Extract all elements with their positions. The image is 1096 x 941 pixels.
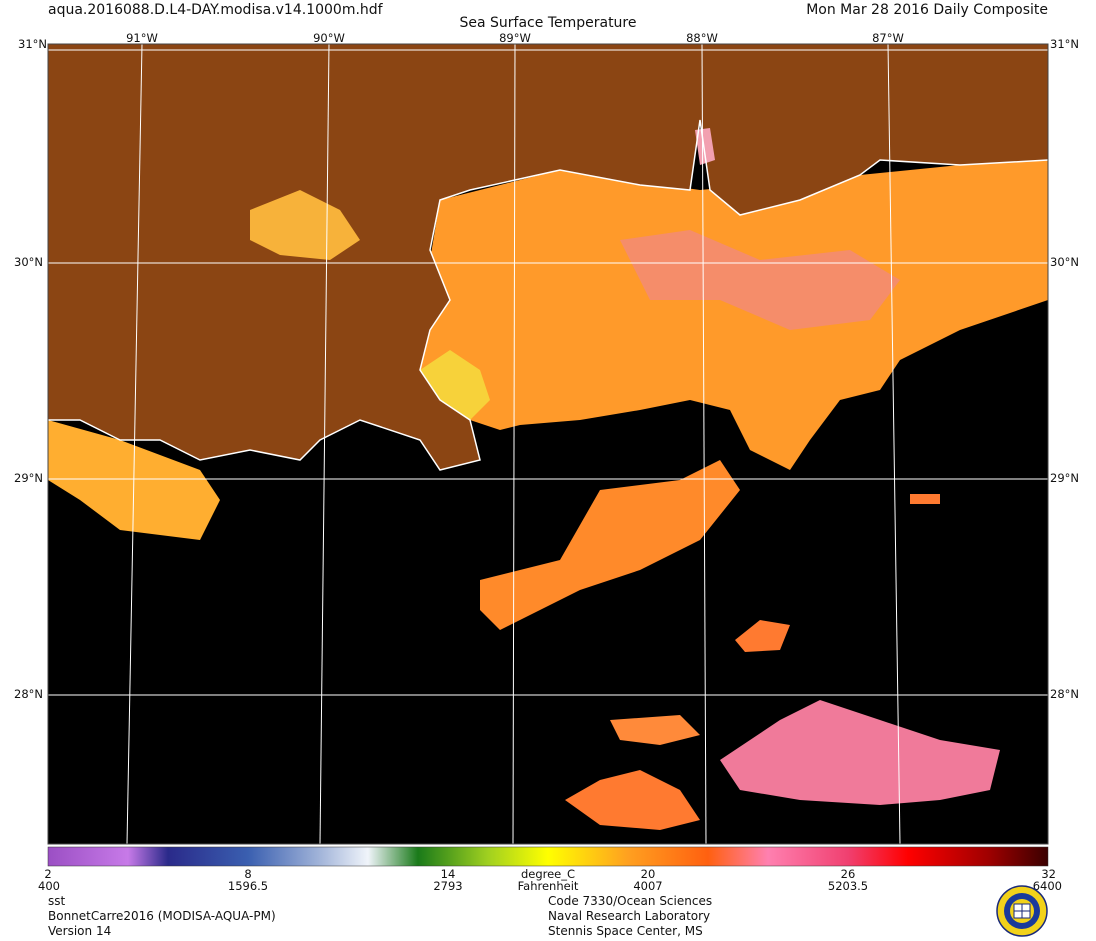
composite-date: Mon Mar 28 2016 Daily Composite: [806, 2, 1048, 18]
sst-patch-east: [735, 620, 790, 652]
land: [48, 44, 1048, 470]
sst-yellow-delta: [420, 350, 490, 420]
cbar-c-tick-2: 14: [440, 867, 456, 881]
sst-filament: [480, 460, 740, 630]
lake-pontchartrain: [250, 190, 360, 260]
cbar-f-tick-0: 400: [38, 879, 60, 893]
corner-label-top-right: 31°N: [1050, 37, 1079, 51]
lat-label-30n-right: 30°N: [1050, 255, 1079, 269]
nrl-seal-logo: [996, 885, 1048, 937]
sst-map: [47, 43, 1049, 867]
cbar-c-tick-3: 20: [640, 867, 656, 881]
sst-speck: [910, 494, 940, 504]
footer-product: sst: [48, 894, 66, 908]
lon-label-87w: 87°W: [872, 31, 904, 45]
map-frame: [47, 43, 1049, 845]
sst-patch-south: [565, 770, 700, 830]
lon-label-91w: 91°W: [126, 31, 158, 45]
map-title: Sea Surface Temperature: [459, 15, 637, 31]
cbar-f-tick-3: 4007: [633, 879, 663, 893]
cbar-unit-celsius: degree_C: [520, 867, 576, 881]
cbar-c-tick-1: 8: [244, 867, 252, 881]
cbar-unit-fahrenheit: Fahrenheit: [517, 879, 579, 893]
footer-project: BonnetCarre2016 (MODISA-AQUA-PM): [48, 909, 276, 923]
corner-label-top-left: 31°N: [18, 37, 47, 51]
cbar-f-tick-2: 2793: [433, 879, 463, 893]
colorbar: [47, 846, 1049, 867]
cbar-f-tick-5: 6400: [1032, 879, 1062, 893]
lat-label-29n-left: 29°N: [14, 471, 43, 485]
sst-pink-core: [620, 230, 900, 330]
lat-label-29n-right: 29°N: [1050, 471, 1079, 485]
sst-south-fragments: [610, 715, 700, 745]
footer-code: Code 7330/Ocean Sciences: [548, 894, 713, 908]
lon-label-88w: 88°W: [686, 31, 718, 45]
footer-lab: Naval Research Laboratory: [548, 909, 711, 923]
lat-label-28n-left: 28°N: [14, 687, 43, 701]
cbar-f-tick-1: 1596.5: [227, 879, 269, 893]
cbar-f-tick-4: 5203.5: [827, 879, 869, 893]
lon-label-90w: 90°W: [313, 31, 345, 45]
cbar-c-tick-5: 32: [1041, 867, 1056, 881]
land-inlet: [695, 128, 715, 165]
file-name: aqua.2016088.D.L4-DAY.modisa.v14.1000m.h…: [48, 2, 383, 18]
lat-label-30n-left: 30°N: [14, 255, 43, 269]
coastline: [48, 119, 1049, 471]
cbar-c-tick-0: 2: [44, 867, 52, 881]
sst-pink-south: [720, 700, 1000, 805]
graticule: [48, 43, 1048, 845]
lon-label-89w: 89°W: [499, 31, 531, 45]
footer-location: Stennis Space Center, MS: [548, 924, 703, 938]
lat-label-28n-right: 28°N: [1050, 687, 1079, 701]
footer-version: Version 14: [48, 924, 112, 938]
cbar-c-tick-4: 26: [840, 867, 856, 881]
